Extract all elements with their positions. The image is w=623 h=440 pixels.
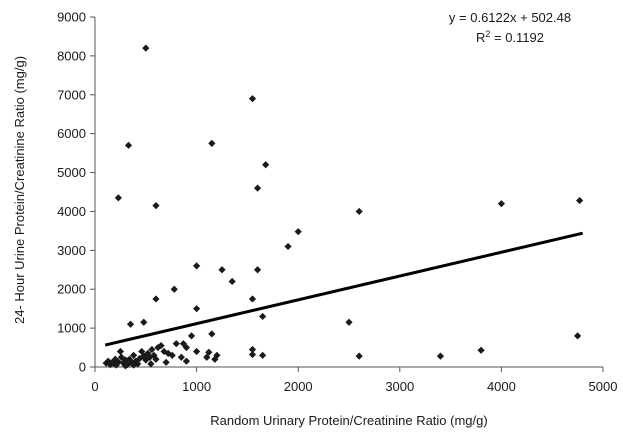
y-tick-label: 6000 bbox=[57, 126, 86, 141]
data-point bbox=[179, 340, 187, 348]
data-point bbox=[102, 359, 110, 367]
y-tick-label: 0 bbox=[79, 360, 86, 375]
data-point bbox=[228, 277, 236, 286]
x-axis-title: Random Urinary Protein/Creatinine Ratio … bbox=[210, 413, 487, 428]
data-point bbox=[177, 353, 185, 361]
data-point bbox=[104, 357, 112, 365]
y-tick-label: 2000 bbox=[57, 282, 86, 297]
r-squared-value: = 0.1192 bbox=[490, 30, 544, 45]
data-point bbox=[253, 184, 262, 192]
r-squared-superscript: 2 bbox=[485, 29, 490, 39]
trendline-equation: y = 0.6122x + 502.48 bbox=[449, 10, 571, 25]
y-tick-group: 0 1000 2000 3000 4000 5000 6000 7000 8000 9000 bbox=[57, 10, 95, 375]
data-point bbox=[136, 354, 144, 363]
data-point bbox=[218, 266, 226, 274]
data-point bbox=[355, 352, 363, 360]
x-tick-label: 1000 bbox=[182, 379, 211, 394]
data-point bbox=[152, 355, 160, 363]
data-point bbox=[477, 346, 485, 354]
trendline bbox=[104, 231, 584, 347]
data-point bbox=[140, 352, 148, 360]
data-point bbox=[248, 350, 257, 359]
data-point bbox=[253, 266, 262, 274]
data-point bbox=[126, 320, 135, 328]
data-point bbox=[152, 202, 160, 210]
data-point bbox=[574, 332, 582, 340]
data-point bbox=[116, 347, 124, 356]
data-point bbox=[182, 343, 191, 352]
y-tick-label: 4000 bbox=[57, 204, 86, 219]
data-point bbox=[144, 349, 152, 357]
data-point bbox=[170, 285, 178, 293]
data-point bbox=[193, 347, 201, 356]
data-points bbox=[102, 44, 584, 370]
data-point bbox=[121, 362, 130, 370]
data-point bbox=[248, 345, 257, 354]
data-point bbox=[152, 295, 160, 303]
data-point bbox=[248, 295, 257, 303]
x-tick-label: 5000 bbox=[589, 379, 618, 394]
data-point bbox=[119, 359, 128, 367]
data-point bbox=[248, 95, 257, 103]
data-point bbox=[203, 353, 211, 361]
data-point bbox=[142, 44, 150, 52]
data-point bbox=[164, 349, 172, 357]
data-point bbox=[193, 262, 201, 270]
data-point bbox=[294, 228, 302, 236]
y-tick-label: 7000 bbox=[57, 87, 86, 102]
data-point bbox=[345, 318, 353, 326]
data-point bbox=[134, 360, 142, 368]
data-point bbox=[140, 318, 148, 326]
x-tick-label: 2000 bbox=[284, 379, 313, 394]
data-point bbox=[172, 340, 180, 348]
data-point bbox=[130, 361, 138, 369]
data-point bbox=[114, 358, 122, 366]
data-point bbox=[162, 358, 170, 366]
y-tick-label: 1000 bbox=[57, 321, 86, 336]
r-squared-label: R2 = 0.1192 bbox=[476, 29, 544, 45]
data-point bbox=[497, 200, 505, 208]
data-point bbox=[147, 360, 155, 368]
y-tick-label: 5000 bbox=[57, 165, 86, 180]
data-point bbox=[355, 207, 363, 216]
data-point bbox=[187, 332, 196, 340]
y-tick-label: 8000 bbox=[57, 48, 86, 63]
data-point bbox=[157, 342, 165, 350]
data-point bbox=[130, 351, 138, 359]
data-point bbox=[262, 161, 270, 169]
data-point bbox=[436, 352, 445, 360]
data-point bbox=[211, 355, 219, 363]
y-axis-title: 24- Hour Urine Protein/Creatinine Ratio … bbox=[12, 56, 27, 324]
data-point bbox=[114, 194, 122, 202]
data-point bbox=[259, 312, 267, 321]
data-point bbox=[193, 305, 201, 313]
x-tick-label: 0 bbox=[91, 379, 98, 394]
data-point bbox=[208, 139, 216, 147]
data-point bbox=[148, 345, 156, 354]
data-point bbox=[168, 351, 176, 359]
r-squared-symbol: R bbox=[476, 30, 485, 45]
x-tick-label: 4000 bbox=[487, 379, 516, 394]
y-tick-label: 3000 bbox=[57, 243, 86, 258]
x-tick-label: 3000 bbox=[385, 379, 414, 394]
data-point bbox=[284, 242, 292, 251]
data-point bbox=[124, 141, 133, 149]
data-point bbox=[182, 357, 191, 365]
data-point bbox=[576, 196, 584, 205]
y-tick-label: 9000 bbox=[57, 10, 86, 25]
data-point bbox=[112, 361, 120, 369]
data-point bbox=[259, 351, 267, 359]
x-tick-group: 0 1000 2000 3000 4000 5000 bbox=[91, 367, 617, 394]
data-point bbox=[208, 330, 216, 338]
